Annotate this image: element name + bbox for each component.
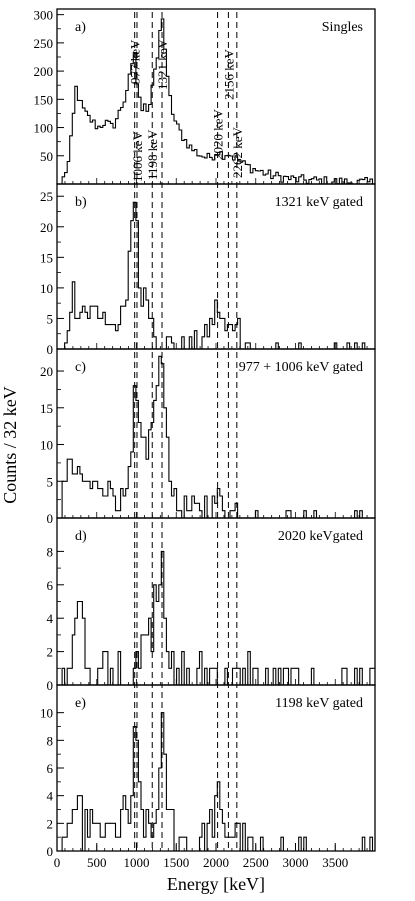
- y-tick-label: 100: [34, 121, 54, 136]
- panel-label: 1198 keV gated: [275, 696, 363, 711]
- annotation-2020: 2020 keV: [211, 108, 226, 160]
- y-tick-label: 0: [47, 511, 54, 526]
- y-tick-label: 15: [40, 401, 53, 416]
- y-tick-label: 0: [47, 678, 54, 693]
- y-tick-label: 150: [34, 92, 54, 107]
- panel-letter: d): [75, 529, 87, 544]
- panel-2: 0 5 10 15 20 25 b) 1321 keV gated: [40, 183, 376, 357]
- y-tick-label: 4: [47, 789, 54, 804]
- x-axis-label: Energy [keV]: [167, 874, 265, 894]
- y-axis-label: Counts / 32 keV: [0, 386, 20, 504]
- x-tick-label: 1500: [163, 855, 189, 870]
- annotation-977: 977 keV: [128, 39, 143, 84]
- y-tick-label: 10: [40, 281, 53, 296]
- annotation-1006: 1006 keV: [130, 130, 145, 182]
- y-tick-label: 6: [47, 578, 54, 593]
- panel-3: 0 5 10 15 20 c) 977 + 1006 keV gated: [40, 348, 376, 526]
- y-tick-label: 20: [40, 364, 53, 379]
- x-axis: 0 500 1000 1500 2000 2500 3000 3500: [54, 843, 348, 870]
- y-tick-label: 4: [47, 611, 54, 626]
- y-tick-label: 15: [40, 250, 53, 265]
- panel-letter: e): [75, 696, 86, 711]
- annotation-2156: 2156 keV: [221, 48, 236, 100]
- panel-4: 0 2 4 6 8 d) 2020 keVgated: [47, 517, 376, 693]
- y-tick-label: 5: [47, 474, 54, 489]
- histogram-series: [61, 355, 375, 519]
- annotation-1198: 1198 keV: [145, 129, 160, 180]
- x-tick-label: 3500: [322, 855, 348, 870]
- panel-letter: a): [75, 20, 86, 35]
- y-tick-label: 2: [47, 645, 54, 660]
- x-tick-label: 3000: [283, 855, 309, 870]
- histogram-series: [61, 550, 375, 686]
- annotation-1321: 1321 keV: [155, 38, 170, 90]
- x-tick-label: 2000: [203, 855, 229, 870]
- y-tick-label: 0: [47, 342, 54, 357]
- panel-label: 977 + 1006 keV gated: [239, 360, 363, 375]
- histogram-series: [61, 712, 375, 852]
- panel-label: Singles: [322, 20, 363, 35]
- y-tick-label: 0: [47, 844, 54, 859]
- y-tick-label: 200: [34, 64, 54, 79]
- panel-5: 0 2 4 6 8 10 e) 1198 keV gated: [40, 684, 376, 859]
- y-tick-label: 2: [47, 816, 54, 831]
- y-tick-label: 250: [34, 36, 54, 51]
- y-tick-label: 10: [40, 706, 53, 721]
- y-tick-label: 25: [40, 189, 53, 204]
- panel-label: 1321 keV gated: [275, 195, 363, 210]
- panel-1: 50 100 150 200 250 300 a) Singles: [34, 8, 376, 185]
- y-tick-label: 8: [47, 733, 54, 748]
- y-tick-label: 5: [47, 311, 54, 326]
- y-tick-label: 50: [40, 149, 53, 164]
- x-tick-label: 500: [87, 855, 107, 870]
- annotation-2262: 2262 keV: [230, 126, 245, 178]
- panel-label: 2020 keVgated: [278, 529, 363, 544]
- panel-letter: c): [75, 360, 86, 375]
- y-tick-label: 20: [40, 220, 53, 235]
- panel-letter: b): [75, 195, 87, 210]
- x-tick-label: 2500: [243, 855, 269, 870]
- histogram-series: [62, 201, 375, 350]
- y-tick-label: 300: [34, 8, 54, 23]
- y-tick-label: 6: [47, 761, 54, 776]
- y-tick-label: 10: [40, 438, 53, 453]
- x-tick-label: 1000: [124, 855, 150, 870]
- y-tick-label: 8: [47, 544, 54, 559]
- x-tick-label: 0: [54, 855, 61, 870]
- reference-lines: 977 keV 1006 keV 1198 keV 1321 keV 2020 keV 2…: [128, 12, 245, 848]
